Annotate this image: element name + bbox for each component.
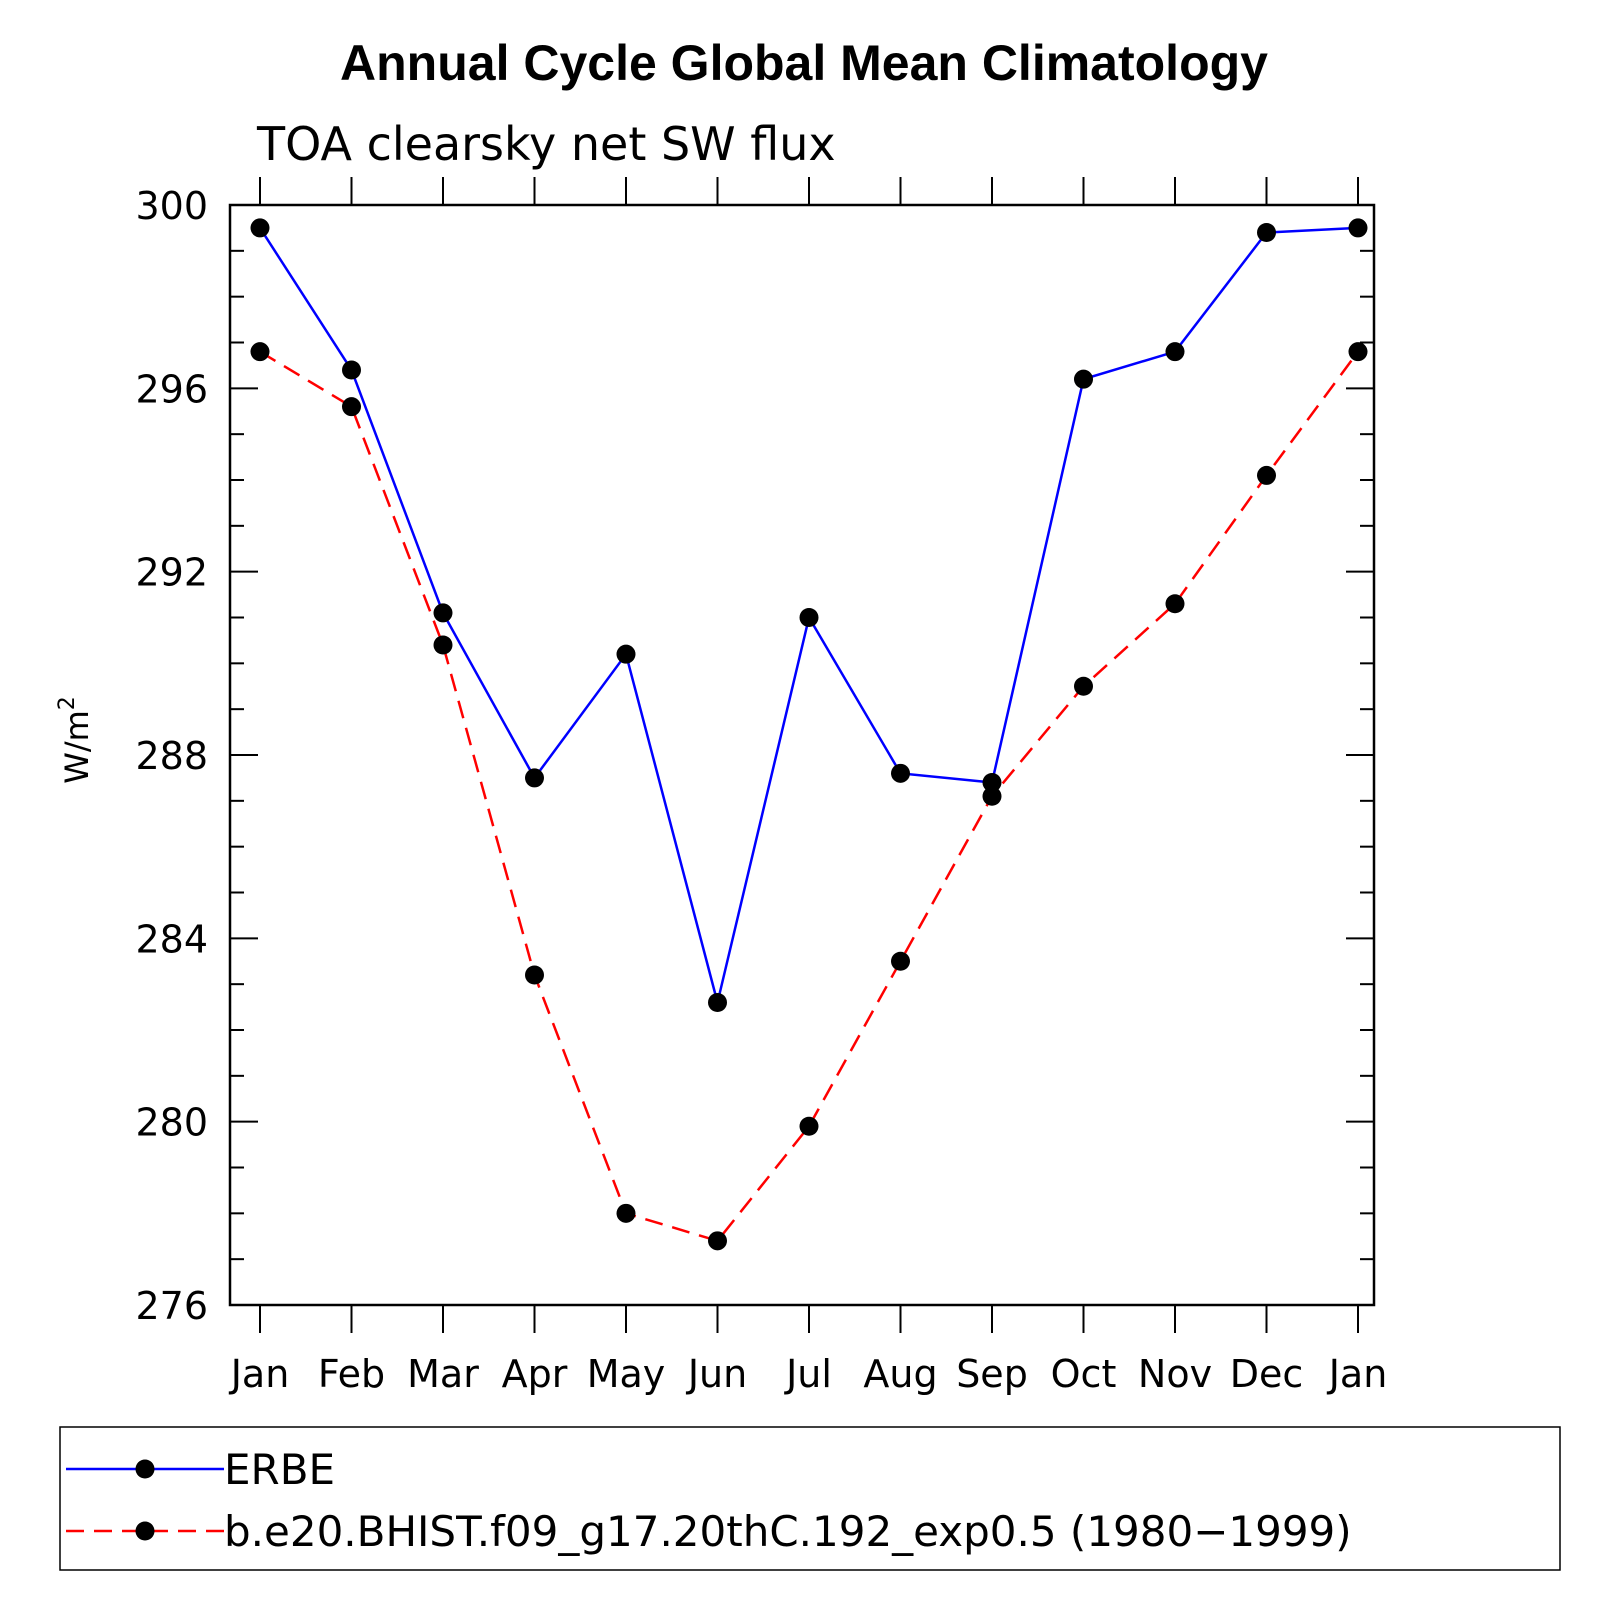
x-tick-label: Dec xyxy=(1230,1352,1304,1396)
data-point-1 xyxy=(799,1116,819,1136)
y-tick-label: 276 xyxy=(135,1284,208,1328)
x-tick-label: Nov xyxy=(1138,1352,1212,1396)
y-tick-label: 300 xyxy=(135,184,208,228)
y-axis-label: W/m2 xyxy=(55,696,96,784)
y-axis-label-text: W/m xyxy=(58,710,96,784)
series-line-1 xyxy=(259,350,1360,1243)
chart-subtitle: TOA clearsky net SW flux xyxy=(256,117,836,171)
data-point-0 xyxy=(708,993,727,1012)
y-tick-label: 292 xyxy=(135,551,208,595)
data-point-0 xyxy=(1348,218,1368,238)
data-point-1 xyxy=(708,1231,727,1251)
series-layer xyxy=(250,218,1368,1251)
data-point-0 xyxy=(342,360,361,380)
data-point-0 xyxy=(891,763,910,783)
x-tick-label: Aug xyxy=(863,1352,937,1396)
data-point-0 xyxy=(616,644,636,664)
data-point-1 xyxy=(1074,676,1093,696)
plot-frame xyxy=(228,203,1376,1307)
data-point-1 xyxy=(525,965,544,985)
y-axis-label-superscript: 2 xyxy=(55,696,80,710)
data-point-0 xyxy=(982,773,1002,792)
data-point-1 xyxy=(250,342,270,362)
x-tick-labels: Jan Feb Mar Apr May Jun Jul Aug Sep Oct Nov Dec Jan xyxy=(229,1352,1388,1396)
legend-label-model: b.e20.BHIST.f09_g17.20thC.192_exp0.5 (19… xyxy=(224,1507,1352,1556)
axis-ticks xyxy=(230,177,1374,1333)
x-tick-label: Mar xyxy=(407,1352,479,1396)
y-tick-label: 296 xyxy=(135,367,208,411)
data-point-0 xyxy=(433,603,453,623)
legend-marker-erbe xyxy=(135,1459,155,1479)
legend-box xyxy=(59,1426,1561,1571)
x-tick-label: Feb xyxy=(318,1352,385,1396)
legend-label-erbe: ERBE xyxy=(224,1445,335,1494)
data-point-0 xyxy=(525,768,544,788)
y-tick-label: 280 xyxy=(135,1101,208,1145)
data-point-1 xyxy=(616,1203,636,1223)
legend-marker-model xyxy=(135,1521,155,1541)
data-point-1 xyxy=(891,951,910,971)
x-tick-label: Jan xyxy=(1327,1352,1388,1396)
chart-title: Annual Cycle Global Mean Climatology xyxy=(340,35,1268,91)
data-point-0 xyxy=(799,608,819,627)
data-point-1 xyxy=(433,635,453,655)
x-tick-label: Oct xyxy=(1051,1352,1117,1396)
data-point-1 xyxy=(982,786,1002,806)
data-point-0 xyxy=(1257,223,1276,242)
svg-text:W/m2: W/m2 xyxy=(55,696,96,784)
legend: ERBE b.e20.BHIST.f09_g17.20thC.192_exp0.… xyxy=(59,1426,1561,1571)
y-tick-label: 284 xyxy=(135,917,208,961)
data-point-1 xyxy=(1165,594,1185,614)
data-point-0 xyxy=(1074,369,1093,389)
data-point-1 xyxy=(342,397,361,417)
data-point-1 xyxy=(1257,465,1276,485)
x-tick-label: Jan xyxy=(229,1352,290,1396)
x-tick-label: May xyxy=(587,1352,666,1396)
x-tick-label: Apr xyxy=(502,1352,568,1396)
y-tick-labels: 276 280 284 288 292 296 300 xyxy=(135,184,208,1328)
x-tick-label: Sep xyxy=(956,1352,1028,1396)
data-point-1 xyxy=(1348,342,1368,362)
x-tick-label: Jun xyxy=(686,1352,747,1396)
data-point-0 xyxy=(1165,342,1185,362)
x-tick-label: Jul xyxy=(784,1352,832,1396)
y-tick-label: 288 xyxy=(135,734,208,778)
data-point-0 xyxy=(250,218,270,238)
